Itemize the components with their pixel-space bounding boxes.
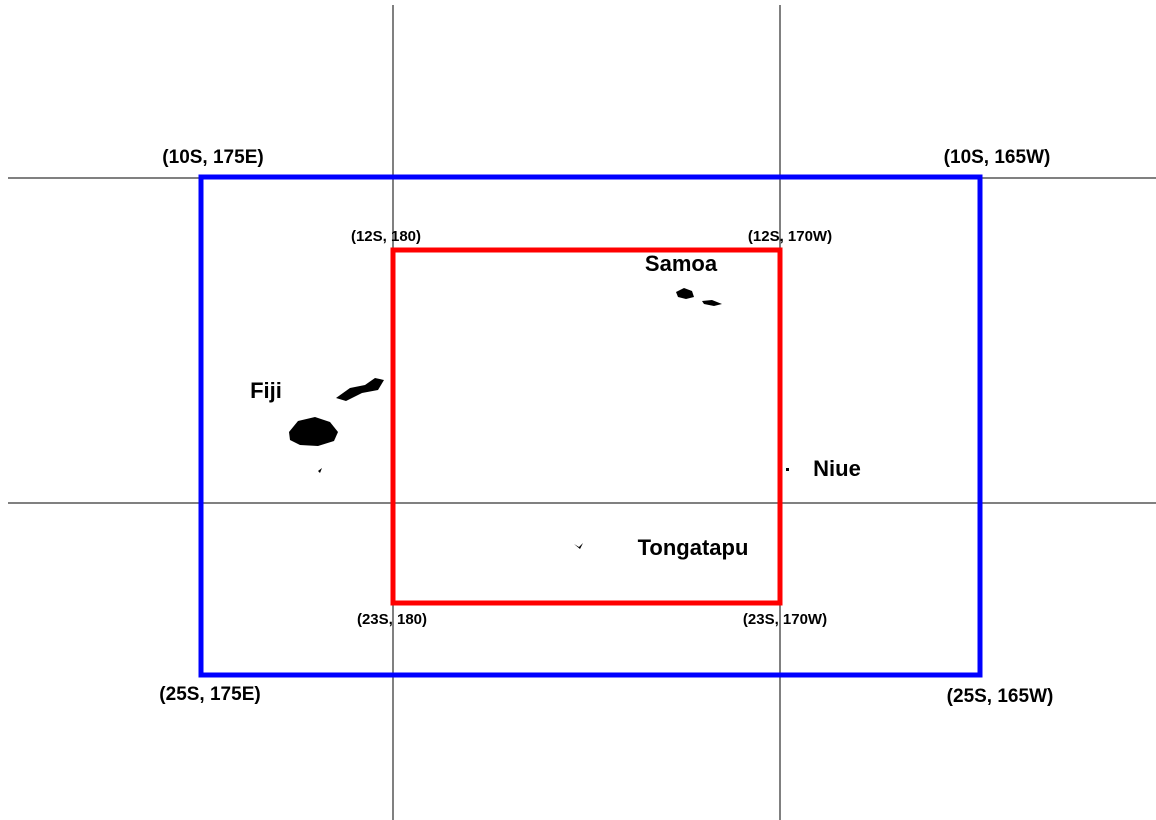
island-samoa-west xyxy=(676,288,694,299)
island-fiji-small xyxy=(318,468,322,473)
place-label: Niue xyxy=(813,456,861,481)
corner-label: (23S, 180) xyxy=(357,611,427,628)
corner-label: (10S, 175E) xyxy=(162,147,263,168)
place-label: Samoa xyxy=(645,251,718,276)
corner-label: (12S, 180) xyxy=(351,228,421,245)
inner-box xyxy=(390,247,783,606)
island-samoa-east xyxy=(702,300,722,306)
corner-label: (12S, 170W) xyxy=(748,228,832,245)
island-tongatapu xyxy=(574,543,583,549)
corner-label: (23S, 170W) xyxy=(743,611,827,628)
island-fiji-north xyxy=(336,378,384,401)
place-label: Tongatapu xyxy=(638,535,749,560)
island-niue xyxy=(786,468,789,471)
corner-label: (10S, 165W) xyxy=(944,147,1051,168)
outer-box xyxy=(198,174,983,678)
island-fiji-main xyxy=(289,417,338,446)
corner-label: (25S, 165W) xyxy=(947,686,1054,707)
place-label: Fiji xyxy=(250,378,282,403)
corner-label: (25S, 175E) xyxy=(159,684,260,705)
